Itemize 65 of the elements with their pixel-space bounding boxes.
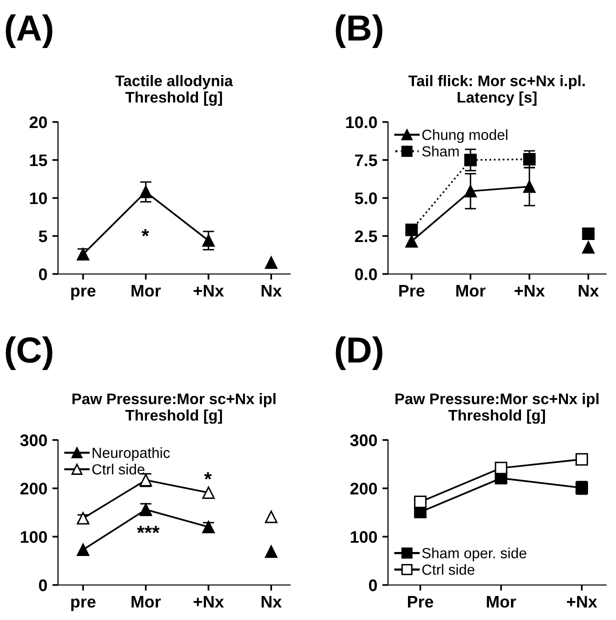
legend-label: Sham oper. side: [422, 548, 526, 562]
point: [464, 184, 477, 198]
point: [464, 154, 477, 166]
point: [523, 152, 536, 166]
y-tick-label: 10.0: [346, 116, 377, 128]
y-tick-label: 5.0: [354, 192, 377, 204]
y-tick-label: 200: [350, 482, 377, 495]
y-tick-label: 20: [30, 116, 47, 128]
x-tick-label: Mor: [486, 596, 516, 608]
y-tick-label: 5: [38, 230, 48, 242]
x-tick-label: Mor: [132, 596, 161, 608]
y-tick-label: 0: [368, 579, 377, 592]
point: [494, 462, 508, 474]
chart-title: Tactile allodynia Threshold [g]: [115, 75, 233, 106]
text: (D): [336, 336, 382, 370]
point: [405, 224, 418, 236]
x-tick-label: +Nx: [194, 596, 224, 608]
y-tick-label: 7.5: [355, 154, 378, 166]
x-tick-label: Nx: [262, 285, 282, 296]
y-tick-label: 300: [20, 434, 47, 446]
x-tick-label: Pre: [399, 285, 424, 297]
x-tick-label: pre: [71, 288, 96, 300]
y-tick-label: 0: [38, 579, 47, 592]
y-tick-label: 100: [20, 531, 47, 543]
point: [140, 186, 152, 198]
x-tick-label: +Nx: [514, 285, 545, 296]
x-tick-label: Pre: [408, 596, 434, 608]
x-tick-label: Nx: [578, 285, 599, 296]
point: [202, 234, 215, 247]
y-tick-label: 10: [30, 192, 47, 204]
chart-title: Tail flick: Mor sc+Nx i.pl. Latency [s]: [408, 75, 585, 106]
point: [414, 496, 427, 508]
x-tick-label: Mor: [132, 285, 161, 297]
point: [202, 486, 215, 499]
y-tick-label: 100: [350, 531, 377, 543]
x-tick-label: Mor: [456, 285, 486, 297]
text: (A): [6, 14, 52, 48]
annotation: *: [204, 472, 212, 480]
point: [76, 543, 90, 556]
y-tick-label: 0.0: [355, 268, 377, 280]
legend-label: Sham: [422, 146, 459, 157]
y-tick-label: 0: [38, 268, 47, 280]
chart-title: Paw Pressure:Mor sc+Nx ipl Threshold [g]: [72, 393, 276, 424]
point: [76, 512, 90, 525]
text: (C): [6, 336, 52, 370]
point: [523, 180, 536, 193]
y-tick-label: 2.5: [354, 230, 378, 242]
point: [405, 235, 418, 248]
legend-label: Chung model: [422, 129, 508, 143]
annotation: *: [142, 229, 150, 236]
y-tick-label: 300: [350, 434, 377, 446]
point: [576, 453, 588, 466]
legend-label: Ctrl side: [422, 564, 474, 575]
x-tick-label: pre: [71, 598, 96, 611]
legend-label: Neuropathic: [92, 447, 170, 461]
text: (B): [336, 14, 382, 48]
chart-title: Paw Pressure:Mor sc+Nx ipl Threshold [g]: [395, 393, 598, 424]
x-tick-label: Nx: [262, 596, 282, 608]
y-tick-label: 15: [30, 154, 48, 166]
x-tick-label: +Nx: [194, 285, 224, 296]
y-tick-label: 200: [20, 482, 47, 495]
x-tick-label: +Nx: [566, 596, 598, 608]
annotation: ***: [136, 526, 160, 534]
legend-label: Ctrl side: [92, 464, 144, 475]
point: [76, 248, 90, 260]
